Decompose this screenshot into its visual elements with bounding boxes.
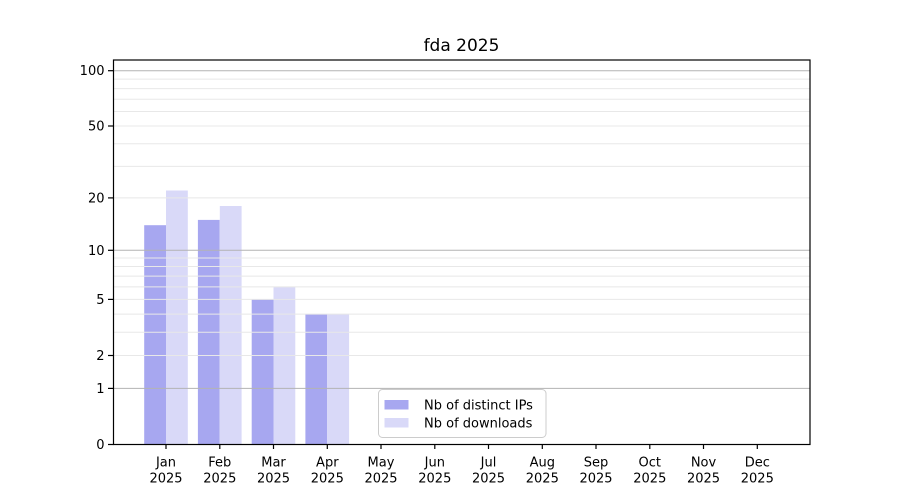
- x-tick-label-year: 2025: [526, 472, 559, 487]
- legend-label-downloads: Nb of downloads: [424, 417, 533, 432]
- y-tick-label: 0: [96, 438, 104, 453]
- x-tick-label-year: 2025: [418, 472, 451, 487]
- x-tick-label-year: 2025: [741, 472, 774, 487]
- x-tick-label-month: Mar: [261, 456, 286, 471]
- x-tick-label-year: 2025: [633, 472, 666, 487]
- x-tick-label-year: 2025: [311, 472, 344, 487]
- x-tick-label-year: 2025: [203, 472, 236, 487]
- x-tick-label-month: Sep: [584, 456, 609, 471]
- x-tick-label-year: 2025: [149, 472, 182, 487]
- x-tick-label-month: Oct: [639, 456, 661, 471]
- x-tick-label-month: Apr: [316, 456, 339, 471]
- bar-downloads-mar: [273, 286, 296, 445]
- legend-label-distinct-ips: Nb of distinct IPs: [424, 399, 533, 414]
- x-tick-label-year: 2025: [579, 472, 612, 487]
- legend: Nb of distinct IPs Nb of downloads: [378, 389, 547, 438]
- x-tick-label-month: May: [368, 456, 395, 471]
- bar-distinct-ips-apr: [305, 314, 328, 445]
- legend-box: [378, 389, 547, 438]
- x-tick-label-month: Aug: [530, 456, 555, 471]
- gridlines-minor: [113, 78, 810, 356]
- x-tick-label-month: Jul: [480, 456, 497, 471]
- y-tick-label: 50: [88, 120, 105, 135]
- y-tick-label: 1: [96, 382, 104, 397]
- bar-downloads-apr: [327, 314, 350, 445]
- y-tick-label: 20: [88, 191, 105, 206]
- y-tick-label: 10: [88, 244, 105, 259]
- x-tick-label-year: 2025: [364, 472, 397, 487]
- y-tick-label: 5: [96, 293, 104, 308]
- bars-group: [144, 190, 350, 445]
- y-tick-label: 2: [96, 349, 104, 364]
- x-tick-label-year: 2025: [257, 472, 290, 487]
- x-axis: Jan2025Feb2025Mar2025Apr2025May2025Jun20…: [149, 444, 774, 487]
- x-tick-label-month: Jan: [155, 456, 176, 471]
- x-tick-label-month: Jun: [424, 456, 445, 471]
- chart-title: fda 2025: [424, 36, 500, 56]
- gridlines-major: [113, 70, 810, 389]
- bar-downloads-jan: [166, 190, 188, 445]
- bar-distinct-ips-jan: [144, 225, 166, 445]
- x-tick-label-month: Dec: [745, 456, 770, 471]
- plot-frame: [112, 59, 811, 446]
- x-tick-label-month: Nov: [691, 456, 717, 471]
- x-tick-label-month: Feb: [208, 456, 231, 471]
- legend-swatch-distinct-ips: [384, 400, 409, 410]
- x-tick-label-year: 2025: [472, 472, 505, 487]
- bar-downloads-feb: [219, 206, 242, 445]
- legend-swatch-downloads: [384, 418, 409, 428]
- y-tick-label: 100: [80, 64, 105, 79]
- bar-distinct-ips-mar: [251, 299, 274, 445]
- x-tick-label-year: 2025: [687, 472, 720, 487]
- axes-frame: [112, 59, 811, 446]
